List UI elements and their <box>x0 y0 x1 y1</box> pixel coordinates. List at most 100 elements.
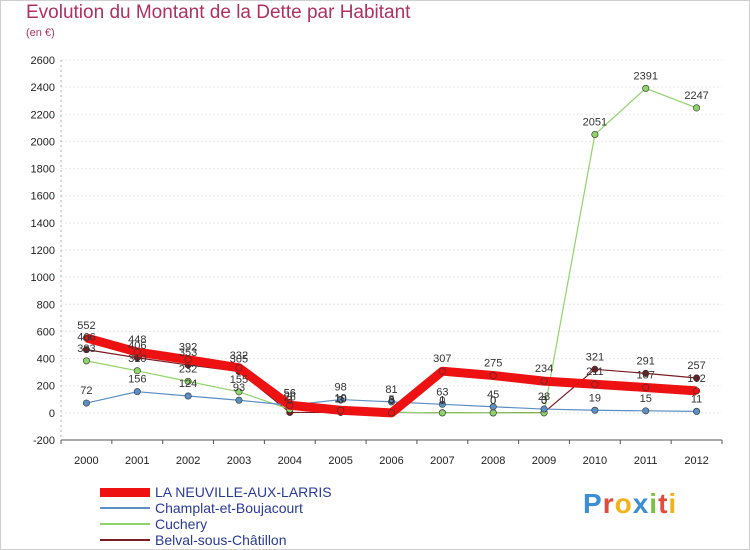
x-tick-label: 2012 <box>684 455 708 467</box>
y-tick-label: 400 <box>37 354 55 366</box>
y-tick-label: 600 <box>37 326 55 338</box>
data-label: 291 <box>637 355 655 367</box>
data-point <box>693 387 701 395</box>
y-tick-label: 200 <box>37 381 55 393</box>
data-label: 28 <box>538 391 550 403</box>
data-label: 124 <box>179 378 197 390</box>
logo-letter: r <box>602 488 615 519</box>
data-label: 63 <box>436 386 448 398</box>
data-label: 307 <box>433 353 451 365</box>
legend-swatch <box>100 507 150 509</box>
data-label: 257 <box>687 360 705 372</box>
data-point <box>337 396 345 404</box>
y-tick-label: 1200 <box>31 245 55 257</box>
data-label: 275 <box>484 358 502 370</box>
chart-title: Evolution du Montant de la Dette par Hab… <box>26 2 411 23</box>
data-point <box>693 104 701 112</box>
data-label: 187 <box>637 369 655 381</box>
data-label: 2391 <box>633 70 657 82</box>
data-label: 406 <box>128 340 146 352</box>
data-point <box>133 367 141 375</box>
data-label: 56 <box>284 387 296 399</box>
data-point <box>235 388 243 396</box>
data-label: 392 <box>179 342 197 354</box>
x-tick-label: 2010 <box>583 455 607 467</box>
chart-subtitle: (en €) <box>26 27 55 39</box>
data-label: 162 <box>687 373 705 385</box>
data-label: 56 <box>284 387 296 399</box>
data-point <box>82 357 90 365</box>
legend-label: Champlat-et-Boujacourt <box>155 500 303 516</box>
data-label: 81 <box>385 384 397 396</box>
y-tick-label: 2400 <box>31 82 55 94</box>
legend-swatch <box>100 523 150 525</box>
x-tick-label: 2009 <box>532 455 556 467</box>
data-point <box>387 409 395 417</box>
data-point <box>387 398 395 406</box>
data-point <box>438 409 446 417</box>
data-label: 3 <box>541 394 547 406</box>
logo-letter: x <box>632 488 650 519</box>
x-tick-label: 2008 <box>481 455 505 467</box>
data-point <box>438 400 446 408</box>
x-tick-label: 2002 <box>176 455 200 467</box>
data-point <box>82 346 90 354</box>
data-label: 3 <box>338 394 344 406</box>
data-label: 156 <box>128 374 146 386</box>
legend-label: LA NEUVILLE-AUX-LARRIS <box>155 484 332 500</box>
x-tick-label: 2005 <box>328 455 352 467</box>
logo-letter: t <box>658 488 669 519</box>
data-point <box>642 383 650 391</box>
data-point <box>438 367 446 375</box>
data-point <box>286 401 294 409</box>
data-point <box>540 377 548 385</box>
data-label: 466 <box>77 332 95 344</box>
data-point <box>591 365 599 373</box>
logo-letter: i <box>668 488 678 519</box>
data-point <box>489 372 497 380</box>
data-label: 0 <box>439 395 445 407</box>
data-point <box>337 406 345 414</box>
legend-swatch <box>100 487 150 497</box>
y-tick-label: -200 <box>33 435 55 447</box>
data-label: 2247 <box>684 90 708 102</box>
data-label: 383 <box>77 343 95 355</box>
x-tick-label: 2000 <box>74 455 98 467</box>
y-tick-label: 1800 <box>31 164 55 176</box>
x-tick-label: 2011 <box>634 455 658 467</box>
x-tick-label: 2001 <box>125 455 149 467</box>
data-label: 448 <box>128 334 146 346</box>
legend-label: Cuchery <box>155 516 208 532</box>
data-point <box>540 405 548 413</box>
y-tick-label: 2600 <box>31 55 55 67</box>
data-point <box>642 407 650 415</box>
data-label: 211 <box>586 366 604 378</box>
data-label: 2051 <box>583 117 607 129</box>
data-label: 332 <box>230 350 248 362</box>
data-label: 234 <box>535 363 553 375</box>
y-tick-label: 0 <box>49 408 55 420</box>
legend-label: Belval-sous-Châtillon <box>155 532 287 548</box>
data-label: 10 <box>335 394 347 406</box>
data-point <box>82 334 90 342</box>
data-label: 72 <box>80 385 92 397</box>
data-label: 3 <box>388 394 394 406</box>
data-point <box>184 392 192 400</box>
y-tick-label: 2000 <box>31 136 55 148</box>
data-label: 353 <box>179 347 197 359</box>
logo-letter: P <box>583 488 603 519</box>
data-label: 305 <box>230 353 248 365</box>
data-label: 5 <box>388 394 394 406</box>
data-label: 0 <box>541 395 547 407</box>
data-point <box>591 406 599 414</box>
data-label: 19 <box>335 392 347 404</box>
y-tick-label: 1000 <box>31 272 55 284</box>
data-label: 26 <box>284 391 296 403</box>
data-label: 552 <box>77 320 95 332</box>
data-point <box>489 409 497 417</box>
logo-letter: o <box>614 488 633 519</box>
data-point <box>693 407 701 415</box>
data-label: 93 <box>233 382 245 394</box>
